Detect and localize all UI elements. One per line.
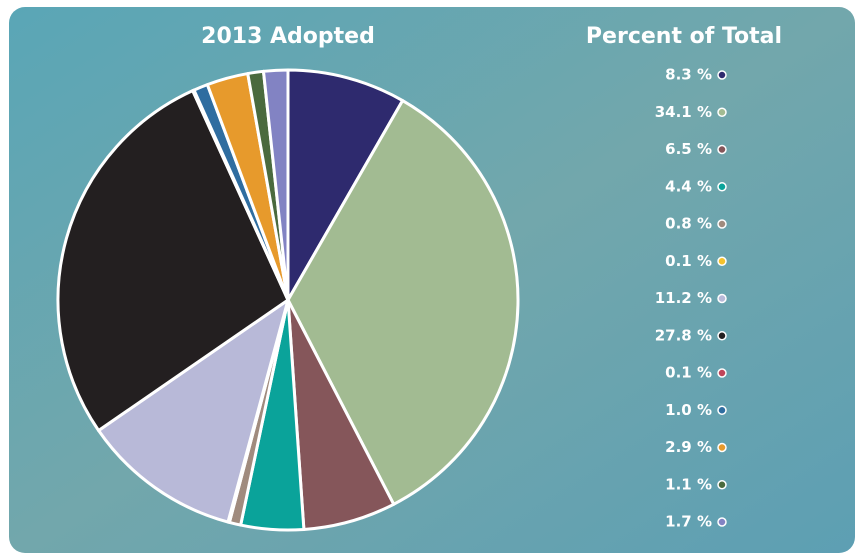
legend-marker [717, 331, 727, 341]
pie-slice [286, 68, 405, 302]
legend-marker [717, 219, 727, 229]
legend-label: 27.8 % [655, 326, 712, 344]
legend-label: 0.1 % [665, 252, 712, 270]
legend-marker [717, 144, 727, 155]
legend-label: 0.8 % [665, 215, 712, 233]
pie-slice [286, 99, 520, 506]
legend-marker [717, 293, 727, 304]
legend-marker [717, 442, 727, 453]
legend-marker [717, 182, 727, 192]
legend-marker [717, 517, 727, 527]
legend-title: Percent of Total [586, 24, 782, 49]
legend-label: 6.5 % [665, 140, 712, 158]
legend-marker [717, 405, 727, 415]
legend-label: 11.2 % [655, 289, 712, 307]
legend-label: 0.1 % [665, 364, 712, 382]
pie-slice [97, 298, 290, 524]
chart-title: 2013 Adopted [201, 24, 375, 49]
legend-label: 1.1 % [665, 475, 712, 493]
legend-label: 1.0 % [665, 401, 712, 419]
legend-marker [717, 480, 727, 490]
legend-label: 2.9 % [665, 438, 712, 456]
legend-label: 8.3 % [665, 66, 712, 84]
legend-marker [717, 368, 727, 378]
legend-label: 4.4 % [665, 177, 712, 195]
legend-marker [717, 70, 727, 80]
pie-slice [261, 68, 290, 302]
legend-label: 34.1 % [655, 103, 712, 121]
legend-marker [717, 107, 727, 117]
legend-label: 1.7 % [665, 513, 712, 531]
legend-marker [717, 256, 727, 266]
